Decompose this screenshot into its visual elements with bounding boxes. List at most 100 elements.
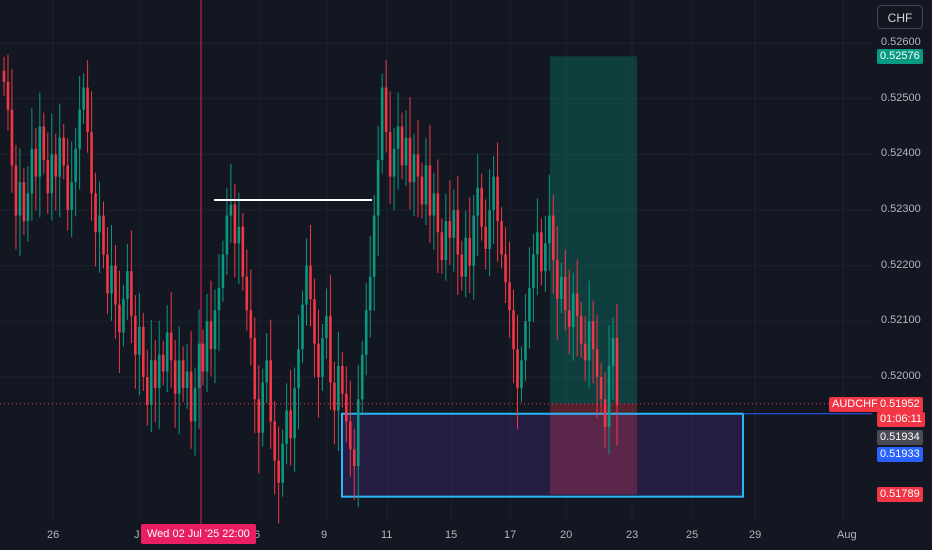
time-tick-label: 23 [626,529,639,541]
candle-body [265,360,269,383]
candle-body [532,254,535,288]
candle [396,92,400,190]
candle-body [6,81,10,110]
candle-body [2,70,6,82]
candle-body [456,210,460,255]
candle [352,428,356,501]
time-tick-label: 11 [381,529,393,541]
candle-body [444,221,448,261]
candle [102,201,105,269]
candle [70,141,73,238]
candle-body [424,165,428,205]
candle [504,227,507,303]
candle [587,280,591,388]
candle-body [571,293,575,327]
candle-body [392,148,396,177]
candle-body [508,282,511,311]
candle [94,172,97,267]
candle-body [603,399,607,428]
candle [555,226,559,340]
candle [261,368,265,447]
candle-body [193,388,197,422]
candle [356,365,360,507]
candle [161,340,165,386]
candle [237,192,241,285]
candle-body [213,310,217,350]
candle [6,54,10,131]
candle-body [368,276,372,311]
candle-body [484,226,487,249]
candle-body [165,332,169,372]
candle [2,56,6,96]
candle [181,346,185,403]
candle-body [540,232,543,272]
candle [86,60,89,153]
time-tick-label: Aug [837,529,857,541]
candle [595,315,599,418]
candle [110,225,113,321]
candle-body [82,87,85,110]
candle-body [114,265,117,305]
time-tick-label: 6 [254,529,261,541]
candle-body [86,87,89,133]
candle-body [524,321,527,361]
candle [536,198,539,296]
candle [142,312,145,391]
candle [201,329,205,386]
price-tick-label: 0.52500 [881,91,921,104]
chart-overlays [0,0,872,524]
symbol-label: AUDCHF [829,397,881,412]
candle-body [472,215,476,266]
candle [456,176,460,296]
candle-body [161,354,165,372]
candle [38,92,42,218]
bid-price-badge: 0.51934 [877,430,923,445]
candle-body [90,132,93,194]
candle-body [512,310,515,350]
time-tick-label: J [134,529,140,541]
candle [349,380,352,477]
candle [46,132,50,214]
candle-body [341,365,344,394]
candle-body [544,243,547,272]
candle [329,275,332,410]
candle [333,361,336,445]
candle [138,292,141,396]
candle-body [305,265,308,305]
currency-button[interactable]: CHF [877,5,923,29]
candle-body [559,276,563,300]
candle-body [217,287,221,311]
candle-body [579,315,583,344]
candle [225,188,229,276]
candle-body [221,254,225,288]
candle [563,249,567,331]
candle [305,238,308,326]
candle-body [555,260,559,300]
candle [189,330,193,449]
price-tick-label: 0.52300 [881,203,921,215]
candle-body [66,165,69,211]
candle-body [62,137,66,166]
candle [114,245,117,339]
candle [82,73,85,124]
candle-body [134,315,137,355]
candle [559,262,563,313]
candle-body [225,215,229,255]
candle [424,138,428,226]
candle-body [548,215,551,244]
candle [153,339,157,423]
candle [337,331,340,452]
candle [229,163,233,243]
candle [10,69,14,193]
candle [285,383,288,465]
candle [372,194,376,311]
candle-body [488,210,491,249]
candle-body [436,193,440,233]
candle [552,194,555,295]
candle-body [552,215,555,261]
candle [90,91,93,221]
candle [213,289,217,384]
candle-body [249,310,253,339]
candle [492,156,495,244]
